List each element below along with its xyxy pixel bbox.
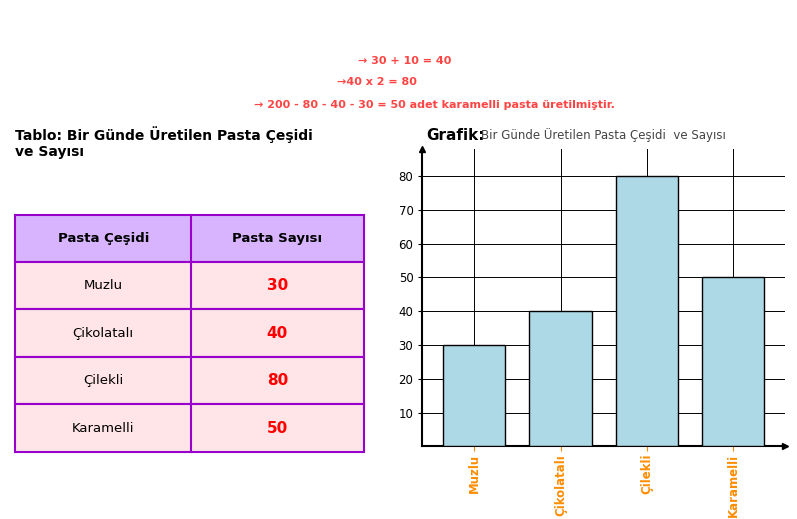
- Text: » Pastanede muzlu, çikolatalı, çilekli ve karamelli pastalar üretilmiştir.: » Pastanede muzlu, çikolatalı, çilekli v…: [6, 14, 446, 24]
- Text: Grafik:: Grafik:: [426, 128, 485, 143]
- Text: Karamelli: Karamelli: [72, 421, 135, 434]
- Text: Çikolatalı: Çikolatalı: [73, 326, 134, 339]
- Text: » Pastanede toplam 200 adet pasta üretilmiştir.: » Pastanede toplam 200 adet pasta üretil…: [6, 101, 308, 111]
- Text: Tablo: Bir Günde Üretilen Pasta Çeşidi
ve Sayısı: Tablo: Bir Günde Üretilen Pasta Çeşidi v…: [15, 127, 313, 159]
- Text: 40: 40: [267, 325, 288, 340]
- FancyBboxPatch shape: [15, 357, 363, 404]
- Bar: [702, 277, 764, 446]
- FancyBboxPatch shape: [15, 214, 363, 262]
- Text: Bir Günde Üretilen Pasta Çeşidi  ve Sayısı: Bir Günde Üretilen Pasta Çeşidi ve Sayıs…: [481, 128, 725, 142]
- Text: → 30 + 10 = 40: → 30 + 10 = 40: [358, 56, 451, 66]
- FancyBboxPatch shape: [15, 262, 363, 309]
- Text: Pasta Çeşidi: Pasta Çeşidi: [57, 231, 149, 245]
- Bar: [529, 311, 591, 446]
- Text: 30: 30: [267, 278, 288, 293]
- Text: » Çilekli pasta, çikolatalı pastanın 2 katı kadar üretilmiştir.: » Çilekli pasta, çikolatalı pastanın 2 k…: [6, 77, 375, 87]
- FancyBboxPatch shape: [15, 309, 363, 357]
- Text: Muzlu: Muzlu: [84, 279, 123, 292]
- FancyBboxPatch shape: [15, 404, 363, 452]
- Bar: [443, 345, 505, 446]
- Text: 50: 50: [267, 420, 288, 435]
- Text: Pasta Sayısı: Pasta Sayısı: [233, 231, 323, 245]
- Text: » Muzlu pasta 30 adet üretilmiştir.: » Muzlu pasta 30 adet üretilmiştir.: [6, 35, 220, 45]
- Text: 80: 80: [267, 373, 288, 388]
- Text: → 200 - 80 - 40 - 30 = 50 adet karamelli pasta üretilmiştir.: → 200 - 80 - 40 - 30 = 50 adet karamelli…: [254, 101, 615, 111]
- Text: →40 x 2 = 80: →40 x 2 = 80: [337, 77, 417, 87]
- Text: Çilekli: Çilekli: [83, 374, 124, 387]
- Text: » Çikolatalı pasta, muzlu pastadan 10 adet daha fazla üretilmiştir.: » Çikolatalı pasta, muzlu pastadan 10 ad…: [6, 56, 421, 66]
- Bar: [616, 176, 678, 446]
